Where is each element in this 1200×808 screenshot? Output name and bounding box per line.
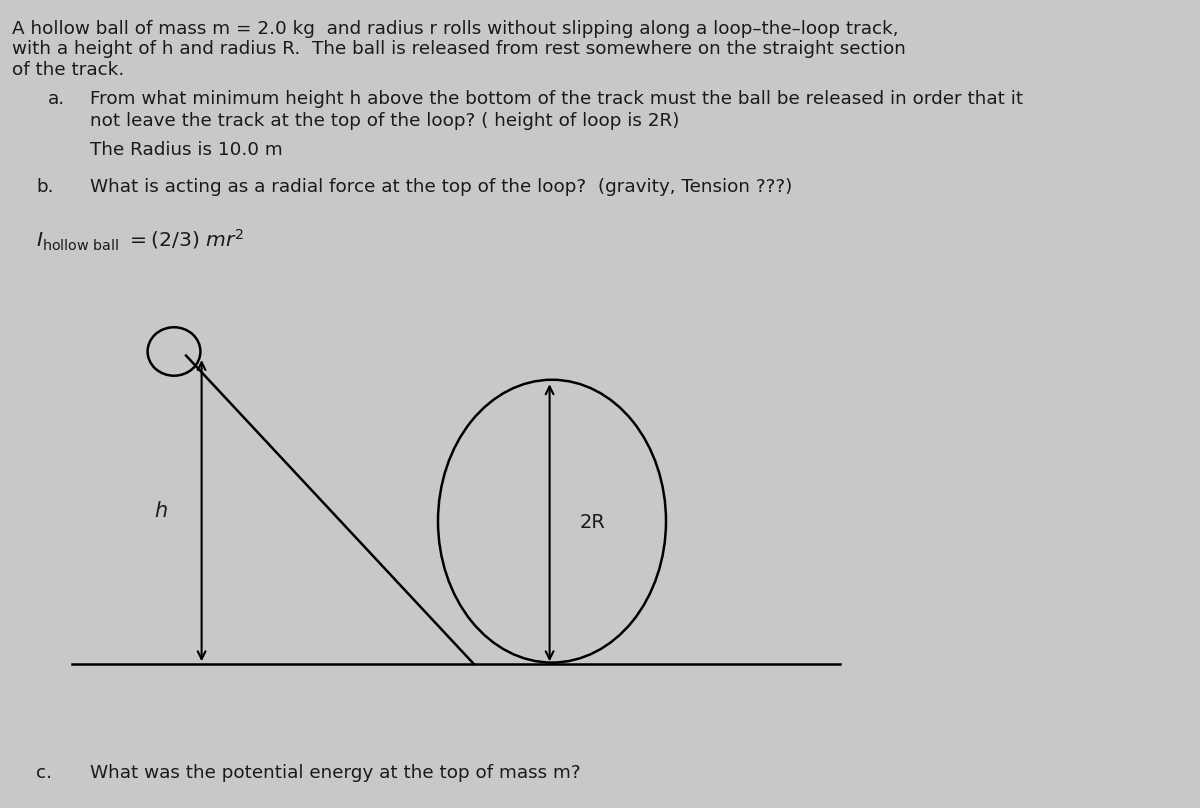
Text: not leave the track at the top of the loop? ( height of loop is 2R): not leave the track at the top of the lo… — [90, 112, 679, 129]
Text: with a height of h and radius R.  The ball is released from rest somewhere on th: with a height of h and radius R. The bal… — [12, 40, 906, 58]
Text: h: h — [155, 501, 168, 520]
Text: What is acting as a radial force at the top of the loop?  (gravity, Tension ???): What is acting as a radial force at the … — [90, 178, 792, 196]
Text: of the track.: of the track. — [12, 61, 125, 78]
Text: What was the potential energy at the top of mass m?: What was the potential energy at the top… — [90, 764, 581, 781]
Text: b.: b. — [36, 178, 54, 196]
Text: $I_{\rm hollow\ ball}$ $= (2/3)\ mr^2$: $I_{\rm hollow\ ball}$ $= (2/3)\ mr^2$ — [36, 228, 245, 253]
Text: c.: c. — [36, 764, 52, 781]
Text: The Radius is 10.0 m: The Radius is 10.0 m — [90, 141, 283, 159]
Text: a.: a. — [48, 90, 65, 108]
Text: A hollow ball of mass m = 2.0 kg  and radius r rolls without slipping along a lo: A hollow ball of mass m = 2.0 kg and rad… — [12, 20, 899, 38]
Text: 2R: 2R — [580, 513, 606, 532]
Text: From what minimum height h above the bottom of the track must the ball be releas: From what minimum height h above the bot… — [90, 90, 1024, 108]
